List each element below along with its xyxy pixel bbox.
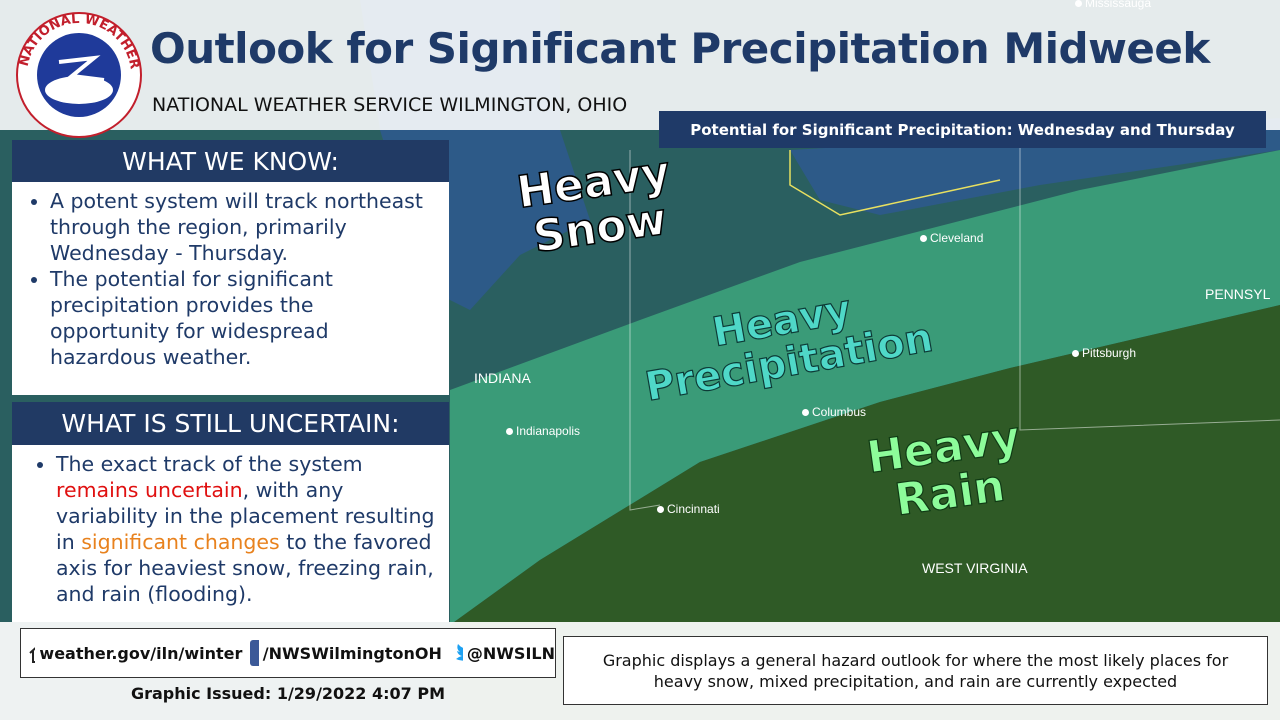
border-line — [789, 150, 1001, 216]
zone-label: Heavy Rain — [863, 411, 1029, 528]
know-body: A potent system will track northeast thr… — [12, 182, 449, 395]
facebook[interactable]: /NWSWilmingtonOH — [262, 643, 442, 663]
highlight: remains uncertain — [56, 478, 243, 502]
city-label: Mississauga — [1075, 0, 1151, 10]
twitter-icon — [455, 644, 463, 661]
disclaimer: Graphic displays a general hazard outloo… — [563, 636, 1268, 705]
know-heading: WHAT WE KNOW: — [12, 140, 449, 182]
state-line — [1019, 140, 1280, 431]
title: Outlook for Significant Precipitation Mi… — [150, 24, 1210, 73]
uncertain-body: The exact track of the system remains un… — [12, 445, 449, 622]
know-bullet: The potential for significant precipitat… — [50, 266, 439, 370]
city-label: Cincinnati — [657, 502, 720, 516]
website[interactable]: weather.gov/iln/winter — [39, 643, 243, 663]
zone-label: Heavy Snow — [513, 146, 679, 264]
text: The exact track of the system — [56, 452, 363, 476]
text: to the favored axis for heaviest snow, f… — [56, 530, 434, 606]
state-label: WEST VIRGINIA — [922, 560, 1028, 576]
uncertain-bullet: The exact track of the system remains un… — [56, 451, 439, 607]
know-bullet: A potent system will track northeast thr… — [50, 188, 439, 266]
highlight: significant changes — [81, 530, 280, 554]
nws-logo: NATIONAL WEATHER SERVICE — [14, 10, 142, 138]
state-label: PENNSYL — [1205, 286, 1271, 302]
city-label: Indianapolis — [506, 424, 580, 438]
text: , with any variability in the placement … — [56, 478, 435, 554]
city-label: Pittsburgh — [1072, 346, 1136, 360]
city-label: Columbus — [802, 405, 866, 419]
home-icon — [29, 646, 36, 663]
precip-zone — [450, 150, 1280, 625]
links: weather.gov/iln/winter /NWSWilmingtonOH … — [20, 628, 556, 678]
twitter[interactable]: @NWSILN — [466, 643, 555, 663]
uncertain-heading: WHAT IS STILL UNCERTAIN: — [12, 402, 449, 445]
header-band — [0, 0, 1280, 130]
issued: Graphic Issued: 1/29/2022 4:07 PM — [130, 684, 446, 703]
map-title: Potential for Significant Precipitation:… — [659, 111, 1266, 148]
state-line — [629, 150, 661, 511]
state-label: INDIANA — [474, 370, 531, 386]
rain-zone — [450, 305, 1280, 720]
facebook-icon — [250, 640, 259, 666]
city-label: Cleveland — [920, 231, 983, 245]
subtitle: NATIONAL WEATHER SERVICE WILMINGTON, OHI… — [152, 94, 628, 116]
